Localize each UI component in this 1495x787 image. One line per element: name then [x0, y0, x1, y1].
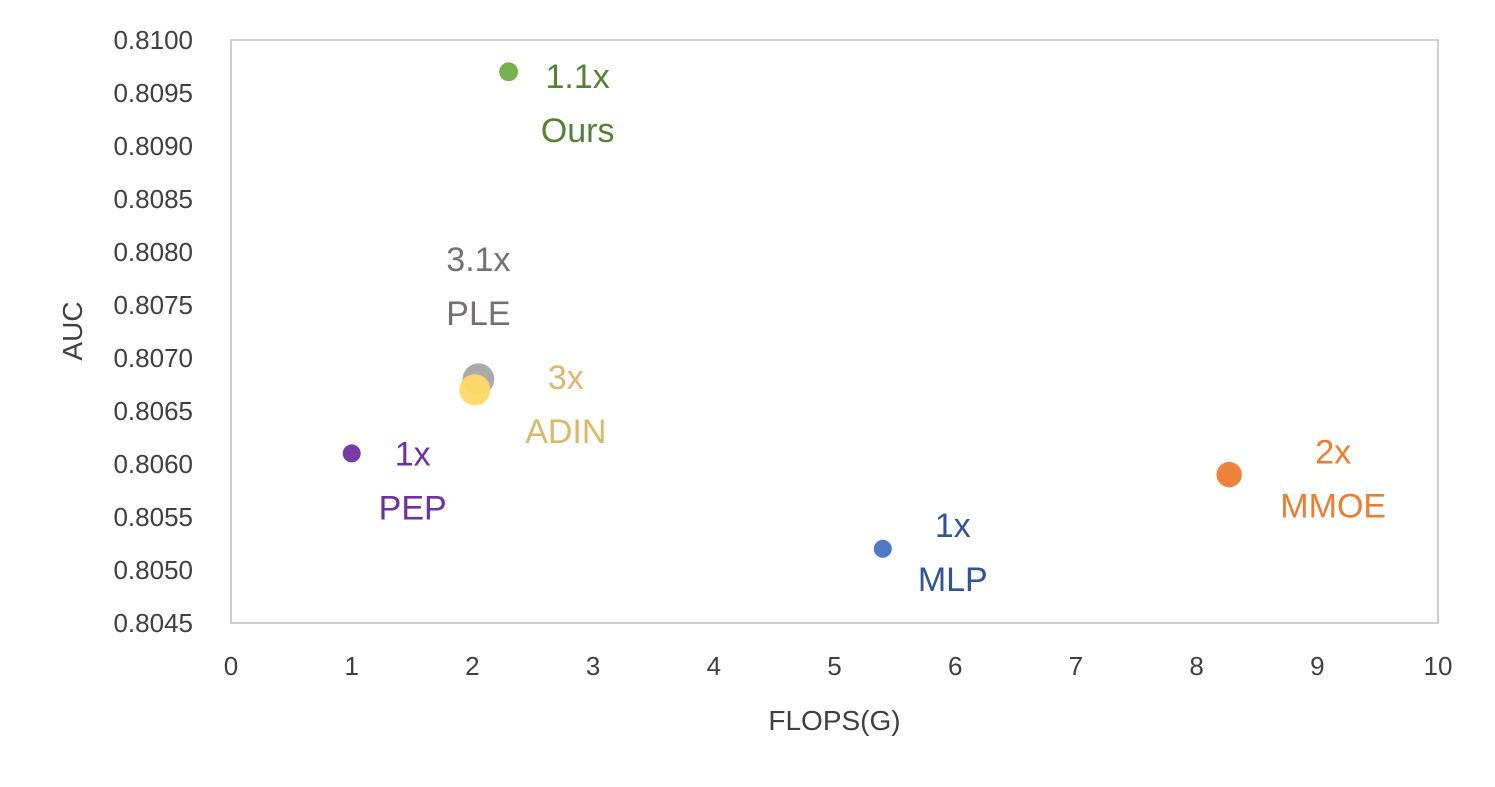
point-multiplier-label: 1x	[935, 507, 971, 545]
y-tick-label: 0.8050	[113, 555, 193, 585]
point-multiplier-label: 3.1x	[446, 241, 510, 279]
x-tick-label: 4	[707, 651, 721, 681]
y-tick-label: 0.8080	[113, 237, 193, 267]
point-name-label: PEP	[379, 489, 447, 527]
x-tick-label: 0	[224, 651, 238, 681]
plot-area	[230, 39, 1439, 624]
y-axis-title: AUC	[57, 301, 88, 360]
data-points	[342, 62, 1242, 558]
x-tick-label: 2	[465, 651, 479, 681]
y-tick-label: 0.8090	[113, 131, 193, 161]
x-tick-label: 9	[1310, 651, 1324, 681]
y-tick-label: 0.8045	[113, 608, 193, 638]
x-axis-ticks: 0 1 2 3 4 5 6 7 8 9 10	[224, 651, 1453, 681]
point-adin	[459, 374, 491, 406]
point-multiplier-label: 1.1x	[545, 58, 609, 96]
x-axis-title: FLOPS(G)	[768, 705, 900, 736]
point-name-label: ADIN	[525, 413, 606, 451]
x-tick-label: 3	[586, 651, 600, 681]
point-ours	[499, 62, 519, 82]
y-tick-label: 0.8060	[113, 449, 193, 479]
x-tick-label: 6	[948, 651, 962, 681]
point-mmoe	[1216, 461, 1242, 488]
y-tick-label: 0.8055	[113, 502, 193, 532]
point-name-label: PLE	[446, 295, 510, 333]
y-tick-label: 0.8085	[113, 184, 193, 214]
y-tick-label: 0.8075	[113, 290, 193, 320]
point-multiplier-label: 2x	[1315, 434, 1351, 472]
x-tick-label: 8	[1189, 651, 1203, 681]
point-name-label: Ours	[541, 112, 615, 150]
point-multiplier-label: 3x	[548, 359, 584, 397]
y-tick-label: 0.8070	[113, 343, 193, 373]
x-tick-label: 7	[1069, 651, 1083, 681]
x-tick-label: 1	[344, 651, 358, 681]
x-tick-label: 5	[827, 651, 841, 681]
point-name-label: MMOE	[1280, 488, 1386, 526]
y-tick-label: 0.8065	[113, 396, 193, 426]
y-tick-label: 0.8095	[113, 78, 193, 108]
y-axis-ticks: 0.8045 0.8050 0.8055 0.8060 0.8065 0.8070 0.80…	[113, 25, 193, 638]
point-multiplier-label: 1x	[395, 435, 431, 473]
x-tick-label: 10	[1424, 651, 1453, 681]
point-pep	[342, 444, 361, 463]
point-name-label: MLP	[918, 561, 988, 599]
y-tick-label: 0.8100	[113, 25, 193, 55]
point-mlp	[873, 539, 892, 558]
point-labels: 3.1x PLE 3x ADIN 1.1x Ours 1x PEP 1x MLP 2x MMOE	[379, 58, 1386, 599]
